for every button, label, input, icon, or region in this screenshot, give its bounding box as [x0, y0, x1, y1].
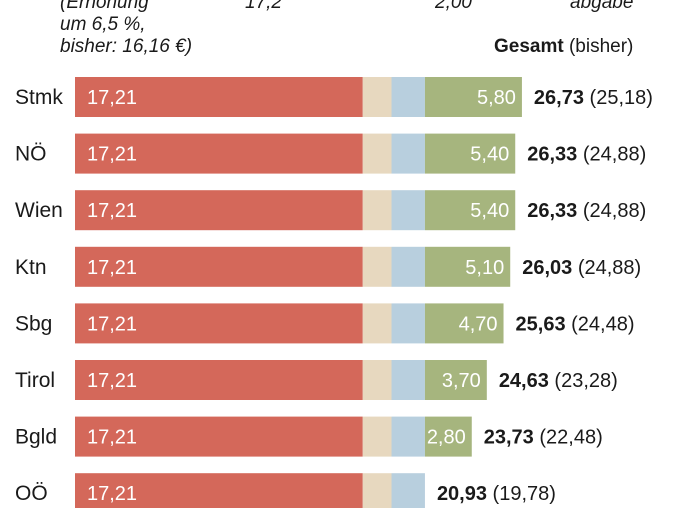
data-label: 17,21 [87, 370, 137, 392]
bar-segment-green [424, 360, 487, 400]
bar-segment-blue [391, 303, 425, 344]
bar-segment-blue [391, 77, 425, 117]
data-label: 2,80 [427, 427, 466, 449]
bar-segment-base [75, 416, 363, 457]
bar-segment-blue [391, 190, 425, 231]
column-value-1: 17,2 [245, 0, 282, 13]
bar-segment-blue [391, 133, 425, 174]
bar-segment-green [424, 303, 504, 344]
column-value-3: abgabe [570, 0, 634, 13]
bar-segment-blue [391, 473, 425, 508]
column-value-2: 2,00 [435, 0, 472, 13]
category-label: Tirol [15, 369, 55, 392]
bar-segment-base [75, 133, 363, 174]
note-line-1: (Erhöhung [60, 0, 149, 13]
bar-segment-base [75, 246, 363, 287]
bar-segment-base [75, 303, 363, 344]
bar-segment-green [424, 246, 511, 287]
total-label-rest: (bisher) [563, 36, 634, 57]
data-label: 17,21 [87, 483, 137, 505]
category-label: Sbg [15, 312, 52, 335]
bar-segment-green [424, 416, 472, 457]
bar-segment-blue [391, 246, 425, 287]
data-label: 17,21 [87, 87, 137, 109]
data-label: 5,40 [470, 144, 509, 166]
total-column-header: Gesamt (bisher) [494, 36, 633, 58]
total-value: 25,63 (24,48) [516, 313, 635, 335]
bar-segment-base [75, 77, 363, 117]
bar-segment-beige [362, 77, 392, 117]
total-value: 24,63 (23,28) [499, 370, 618, 392]
bar-segment-beige [362, 303, 392, 344]
data-label: 17,21 [87, 200, 137, 222]
category-label: Wien [15, 199, 63, 222]
data-label: 3,70 [442, 370, 481, 392]
data-label: 17,21 [87, 144, 137, 166]
total-value: 26,03 (24,88) [522, 257, 641, 279]
note-line-2: um 6,5 %, [60, 14, 146, 35]
data-label: 17,21 [87, 427, 137, 449]
bar-segment-beige [362, 473, 392, 508]
data-label: 17,21 [87, 257, 137, 279]
data-label: 17,21 [87, 313, 137, 335]
bar-segment-green [424, 190, 516, 231]
bar-segment-base [75, 190, 363, 231]
total-value: 23,73 (22,48) [484, 427, 603, 449]
bar-segment-green [424, 77, 522, 117]
data-label: 5,10 [465, 257, 504, 279]
category-label: NÖ [15, 143, 47, 166]
bar-segment-beige [362, 360, 392, 400]
bar-segment-beige [362, 246, 392, 287]
bar-segment-base [75, 473, 363, 508]
note-line-3: bisher: 16,16 €) [60, 36, 193, 57]
total-value: 26,33 (24,88) [527, 200, 646, 222]
data-label: 4,70 [459, 313, 498, 335]
total-value: 26,33 (24,88) [527, 144, 646, 166]
bar-segment-blue [391, 416, 425, 457]
category-label: Stmk [15, 86, 63, 109]
bar-segment-beige [362, 416, 392, 457]
category-label: Ktn [15, 256, 47, 279]
total-value: 20,93 (19,78) [437, 483, 556, 505]
bar-segment-green [424, 133, 516, 174]
category-label: Bgld [15, 426, 57, 449]
total-label-bold: Gesamt [494, 36, 564, 57]
data-label: 5,40 [470, 200, 509, 222]
bar-segment-base [75, 360, 363, 400]
bar-segment-beige [362, 190, 392, 231]
bar-segment-blue [391, 360, 425, 400]
bar-segment-beige [362, 133, 392, 174]
category-label: OÖ [15, 482, 48, 505]
data-label: 5,80 [477, 87, 516, 109]
total-value: 26,73 (25,18) [534, 87, 653, 109]
